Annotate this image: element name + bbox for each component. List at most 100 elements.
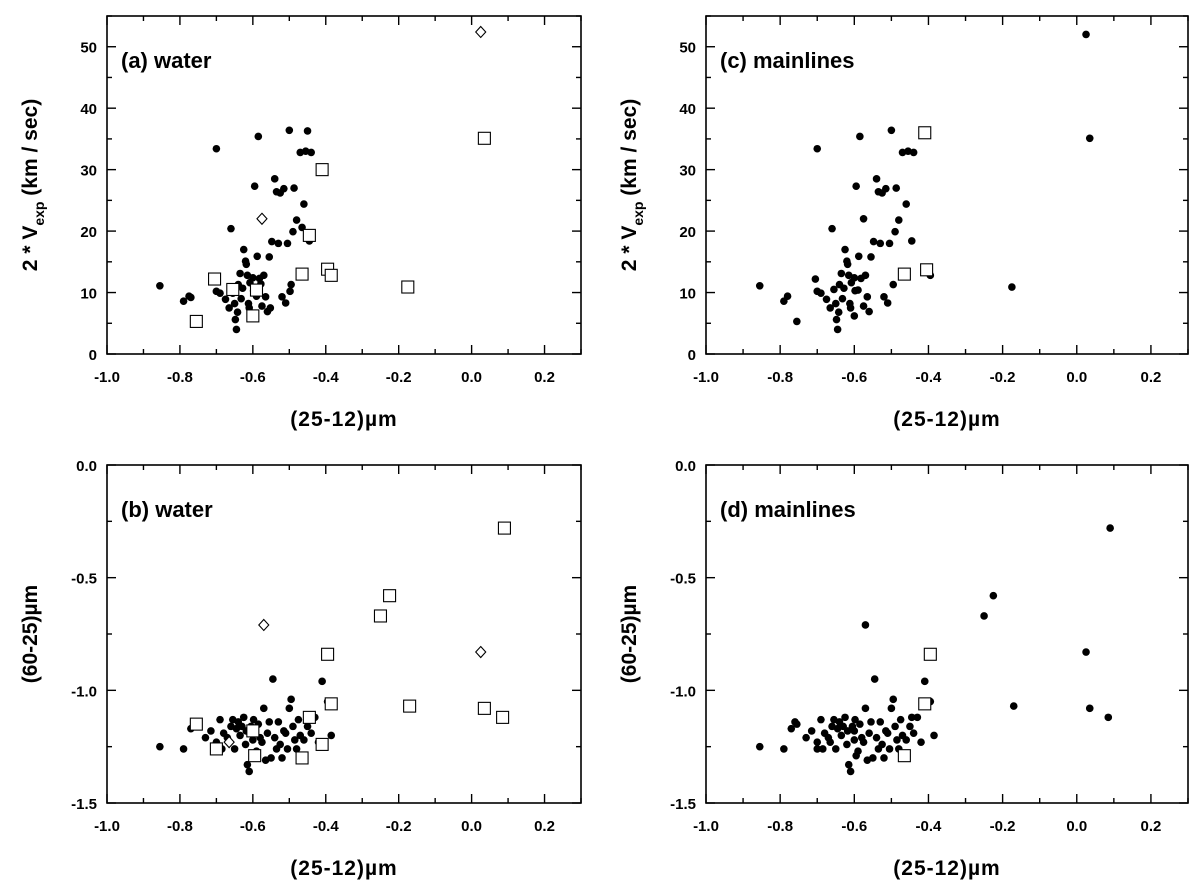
data-point-filled-circle (283, 239, 292, 248)
data-point-filled-circle (238, 284, 247, 293)
panel-annotation: (a) water (121, 48, 212, 73)
x-tick-label: -1.0 (693, 818, 719, 835)
x-tick-label: -1.0 (693, 369, 719, 386)
x-tick-label: -0.2 (386, 818, 412, 835)
data-point-filled-circle (896, 715, 905, 724)
data-point-filled-circle (201, 733, 210, 742)
data-point-open-square (920, 263, 934, 277)
data-point-filled-circle (907, 713, 916, 722)
y-axis-title: 2 * Vexp (km / sec) (19, 99, 47, 271)
data-point-filled-circle (865, 729, 873, 737)
data-point-filled-circle (854, 252, 863, 261)
data-point-filled-circle (783, 292, 792, 301)
data-point-open-square (477, 131, 491, 145)
data-point-filled-circle (281, 729, 290, 737)
data-point-filled-circle (856, 720, 864, 728)
data-point-filled-circle (885, 745, 894, 753)
data-point-filled-circle (187, 293, 195, 302)
data-point-filled-circle (254, 132, 263, 141)
data-point-filled-circle (878, 740, 886, 749)
data-point-filled-circle (258, 302, 266, 310)
data-point-filled-circle (906, 722, 914, 731)
data-point-open-square (209, 742, 223, 756)
data-point-open-square (497, 521, 511, 535)
data-point-filled-circle (270, 733, 279, 742)
x-tick-label: -0.6 (841, 818, 867, 835)
data-point-filled-circle (303, 127, 312, 135)
data-point-filled-circle (292, 745, 301, 753)
data-point-filled-circle (882, 184, 890, 193)
x-tick-label: -0.6 (240, 369, 266, 386)
data-point-filled-circle (1009, 702, 1018, 710)
x-tick-label: 0.2 (1140, 369, 1161, 386)
data-point-filled-circle (843, 727, 852, 735)
x-tick-label: 0.0 (461, 369, 482, 386)
data-point-filled-circle (239, 713, 248, 722)
data-point-filled-circle (266, 304, 275, 312)
data-point-filled-circle (233, 308, 242, 317)
data-point-filled-circle (883, 729, 892, 737)
data-point-filled-circle (307, 148, 315, 157)
data-point-filled-circle (887, 704, 896, 713)
x-tick-label: -1.0 (94, 369, 120, 386)
data-point-filled-circle (232, 325, 241, 334)
x-tick-label: -0.4 (313, 818, 340, 835)
data-point-filled-circle (300, 736, 308, 744)
data-point-filled-circle (841, 713, 849, 722)
data-point-filled-circle (832, 315, 841, 324)
data-point-filled-circle (869, 754, 877, 762)
data-point-filled-circle (156, 281, 164, 290)
data-point-filled-circle (300, 200, 308, 208)
data-point-filled-circle (826, 738, 835, 746)
data-point-filled-circle (239, 245, 248, 254)
x-tick-label: -1.0 (94, 818, 120, 835)
data-point-filled-circle (863, 293, 872, 301)
y-tick-label: -1.5 (670, 796, 696, 813)
data-point-filled-circle (850, 736, 859, 744)
y-tick-label: 0.0 (76, 458, 97, 475)
y-tick-label: 0.0 (675, 458, 696, 475)
data-point-open-square (918, 126, 932, 140)
data-point-filled-circle (289, 227, 297, 236)
data-point-filled-circle (913, 713, 922, 722)
x-tick-label: -0.8 (767, 369, 793, 386)
data-point-filled-circle (859, 215, 868, 223)
x-tick-label: -0.2 (990, 369, 1016, 386)
data-point-filled-circle (907, 237, 916, 245)
x-tick-label: -0.4 (916, 369, 943, 386)
data-point-filled-circle (869, 237, 878, 246)
panel-annotation: (c) mainlines (720, 48, 854, 73)
data-point-filled-circle (861, 621, 870, 629)
data-point-filled-circle (859, 738, 868, 746)
data-point-filled-circle (281, 299, 290, 307)
data-point-filled-circle (1085, 134, 1094, 143)
y-axis-title-main: 2 * V (19, 226, 42, 272)
data-point-filled-circle (813, 144, 822, 153)
data-point-filled-circle (292, 216, 301, 224)
data-point-filled-circle (885, 239, 894, 248)
data-point-filled-circle (833, 325, 842, 334)
y-axis-title: (60-25)µm (19, 585, 42, 683)
data-point-filled-circle (844, 760, 853, 769)
data-point-filled-circle (891, 227, 899, 236)
data-point-open-square (923, 647, 937, 661)
data-point-filled-circle (179, 745, 188, 753)
data-point-filled-circle (318, 677, 326, 686)
data-point-filled-circle (909, 148, 918, 157)
data-point-filled-circle (843, 260, 852, 269)
data-point-filled-circle (811, 275, 820, 283)
y-tick-label: 30 (679, 163, 696, 180)
data-point-filled-circle (861, 704, 870, 713)
data-point-open-diamond (474, 25, 487, 39)
data-point-filled-circle (909, 729, 918, 737)
data-point-open-square (208, 272, 222, 286)
x-axis-title: (25-12)µm (893, 408, 1000, 431)
data-point-filled-circle (880, 754, 888, 762)
data-point-filled-circle (872, 175, 881, 183)
data-point-open-square (496, 710, 510, 724)
data-point-open-square (897, 267, 911, 281)
data-point-filled-circle (902, 200, 911, 208)
data-point-filled-circle (876, 239, 885, 248)
y-axis-title-unit: (km / sec) (19, 99, 42, 202)
